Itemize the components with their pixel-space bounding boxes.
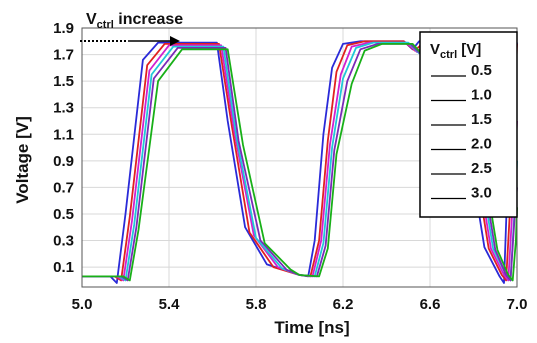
legend-entry-label: 1.0 [471,87,492,104]
x-axis-ticks: 5.0 5.4 5.8 6.2 6.6 7.0 [72,296,528,313]
legend-entries: 0.5 1.0 1.5 2.0 2.5 3.0 [431,62,492,202]
vctrl-increase-annotation: Vctrl increase [80,11,183,46]
x-tick-label: 6.2 [333,296,354,313]
y-tick-label: 0.5 [53,206,74,223]
y-tick-label: 1.5 [53,73,74,90]
x-tick-label: 7.0 [507,296,528,313]
y-tick-label: 1.1 [53,126,74,143]
x-tick-label: 5.8 [246,296,267,313]
x-axis-title: Time [ns] [274,318,349,337]
y-tick-label: 0.9 [53,153,74,170]
legend-entry-label: 3.0 [471,185,492,202]
y-tick-label: 1.9 [53,20,74,37]
legend-title-sub: ctrl [440,49,457,61]
y-axis-ticks: 1.9 1.7 1.5 1.3 1.1 0.9 0.7 0.5 0.3 0.1 [53,20,74,276]
svg-text:Vctrl increase: Vctrl increase [86,11,183,31]
x-tick-label: 6.6 [420,296,441,313]
legend-title-unit: [V] [457,41,481,58]
legend-entry-label: 0.5 [471,62,492,79]
annotation-sub: ctrl [97,19,114,31]
y-tick-label: 0.3 [53,233,74,250]
svg-text:Vctrl [V]: Vctrl [V] [430,41,481,61]
annotation-v: V [86,11,97,28]
legend-entry-label: 2.0 [471,136,492,153]
y-tick-label: 1.7 [53,47,74,64]
y-axis-title: Voltage [V] [13,116,32,204]
y-tick-label: 0.1 [53,259,74,276]
legend-title-v: V [430,41,440,58]
legend-entry-label: 1.5 [471,111,492,128]
x-tick-label: 5.0 [72,296,93,313]
legend-entry-label: 2.5 [471,160,492,177]
y-tick-label: 0.7 [53,179,74,196]
arrow-right-icon [170,36,180,46]
y-tick-label: 1.3 [53,100,74,117]
x-tick-label: 5.4 [159,296,181,313]
legend: Vctrl [V] 0.5 1.0 1.5 2.0 2.5 3.0 [419,31,518,218]
annotation-text: increase [114,11,183,28]
